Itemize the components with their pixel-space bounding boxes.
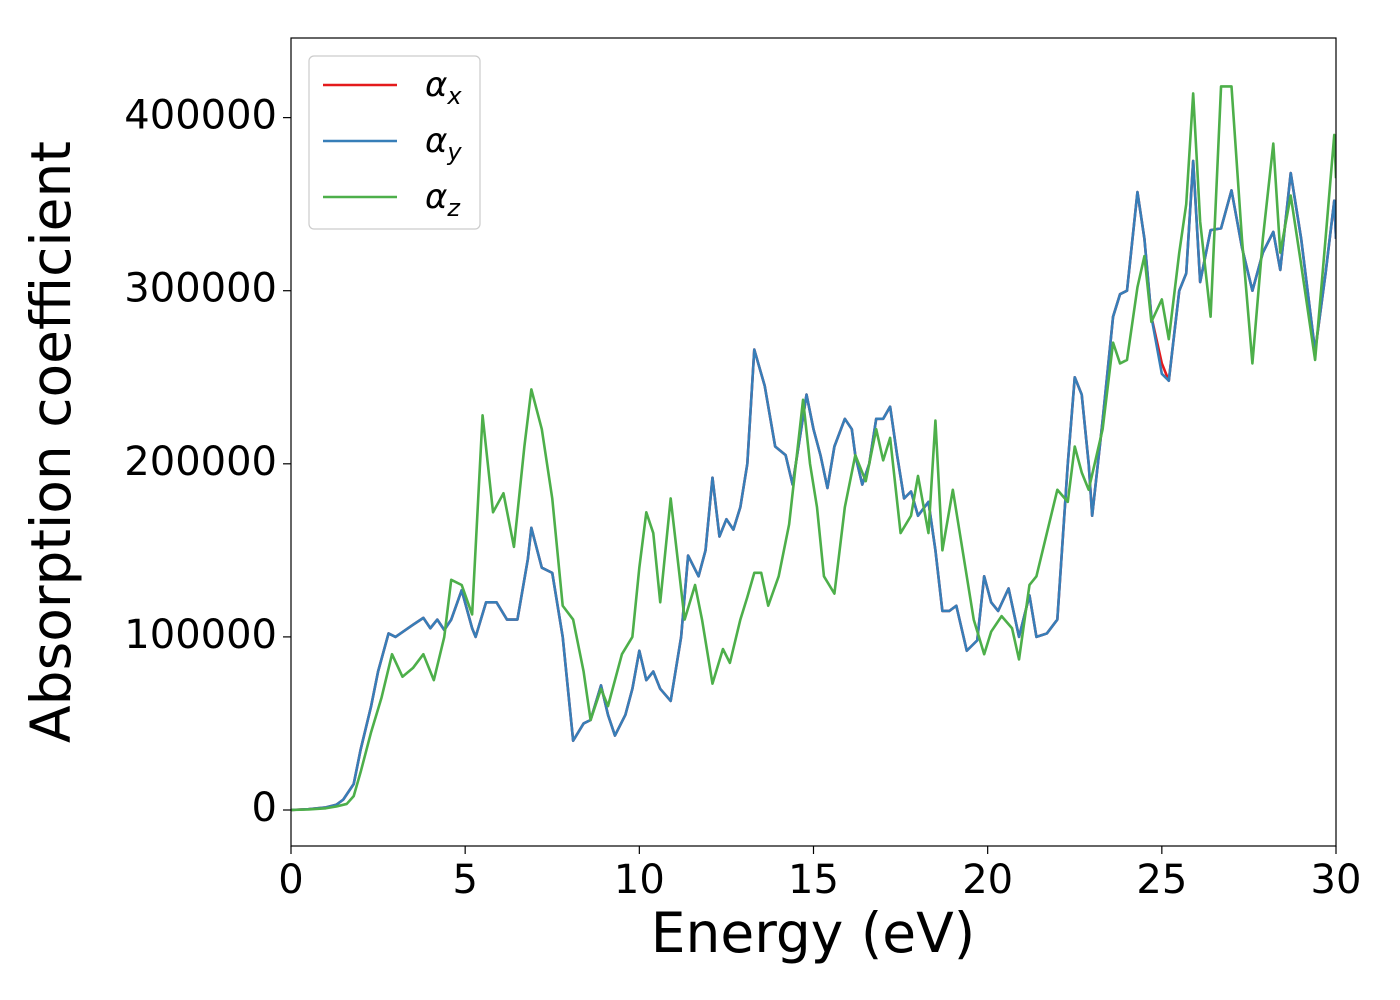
legend-box [308, 55, 481, 230]
x-tick-label: 0 [278, 857, 303, 903]
x-tick-label: 30 [1311, 857, 1362, 903]
y-axis-label: Absorption coefficient [19, 141, 83, 743]
x-tick-label: 15 [788, 857, 839, 903]
x-tick-label: 10 [614, 857, 665, 903]
y-tick-label: 300000 [124, 266, 277, 312]
y-tick-label: 100000 [124, 612, 277, 658]
y-tick-label: 0 [252, 785, 277, 831]
y-tick-label: 200000 [124, 439, 277, 485]
x-tick-label: 20 [962, 857, 1013, 903]
legend: αx αy αz [308, 55, 481, 230]
y-tick-label: 400000 [124, 93, 277, 139]
x-tick-label: 25 [1136, 857, 1187, 903]
series-line [291, 85, 1336, 812]
legend-label: αy [425, 121, 462, 166]
x-tick-label: 5 [452, 857, 477, 903]
legend-label: αx [425, 65, 462, 110]
legend-label: αz [425, 177, 461, 222]
lines [291, 85, 1336, 812]
x-axis-label: Energy (eV) [651, 901, 975, 965]
